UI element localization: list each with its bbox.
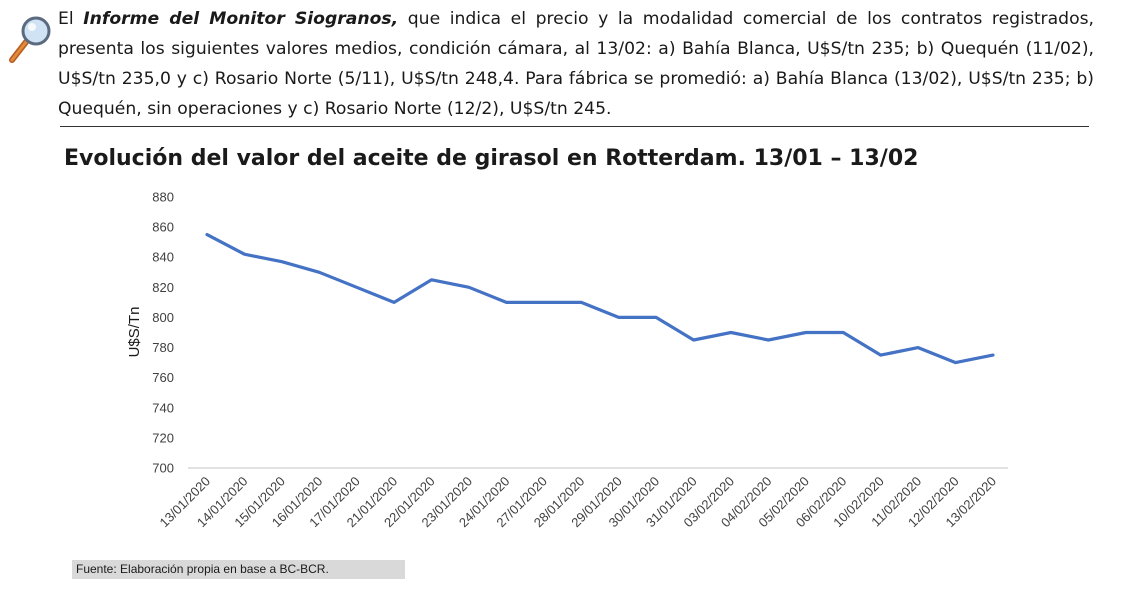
y-tick-label: 720 [152,430,174,445]
report-name: Informe del Monitor Siogranos, [83,9,399,29]
y-tick-label: 780 [152,340,174,355]
y-axis-label: U$S/Tn [126,307,143,358]
chart-title: Evolución del valor del aceite de giraso… [64,146,919,171]
paragraph-body: que indica el precio y la modalidad come… [58,9,1095,119]
y-tick-label: 760 [152,370,174,385]
source-note: Fuente: Elaboración propia en base a BC-… [72,560,405,579]
series-line [205,233,995,365]
y-tick-label: 800 [152,310,174,325]
paragraph-prefix: El [58,9,84,29]
y-tick-label: 700 [152,461,174,476]
magnifying-glass-icon [9,16,51,63]
y-tick-label: 840 [152,250,174,265]
y-tick-label: 880 [152,190,174,205]
y-tick-label: 820 [152,280,174,295]
section-divider [60,126,1089,127]
y-tick-label: 860 [152,220,174,235]
y-tick-label: 740 [152,400,174,415]
summary-paragraph: El Informe del Monitor Siogranos, que in… [58,4,1094,124]
